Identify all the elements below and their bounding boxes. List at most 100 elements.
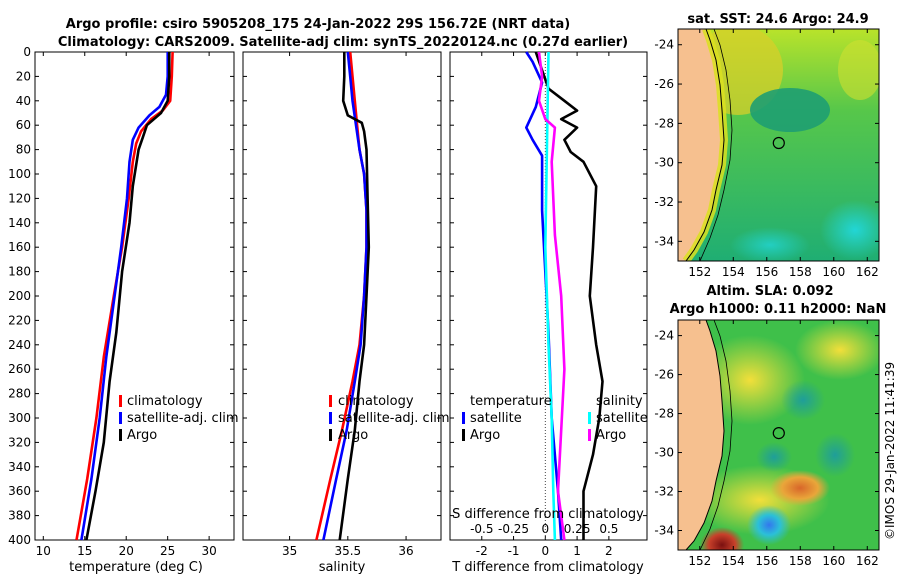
sst-shelf-contour — [699, 29, 733, 261]
y-tick-label: -32 — [654, 485, 674, 499]
x-tick-label: 0 — [542, 544, 550, 558]
sst-axes-box — [677, 28, 880, 262]
difference-lines — [524, 51, 604, 541]
y-tick-label: -30 — [654, 446, 674, 460]
x-tick-label: 30 — [201, 544, 216, 558]
series-argo — [338, 52, 371, 541]
sla-low-patch — [756, 442, 792, 472]
difference-axes-box — [449, 51, 648, 541]
legend-argo: Argo — [127, 428, 157, 443]
y-tick-label: -30 — [654, 156, 674, 170]
x-tick-label: 35.5 — [334, 544, 361, 558]
difference-xlabel: T difference from climatology — [451, 560, 644, 575]
sst-cool-patch — [750, 88, 830, 132]
x-tick-label: 158 — [789, 265, 812, 279]
sst-cold-patch — [730, 227, 810, 261]
legend-swatch-satellite-adj — [329, 412, 332, 424]
s-tick-label: -0.25 — [498, 522, 529, 536]
legend-salinity-title: salinity — [596, 394, 643, 409]
sla-warm-patch — [700, 527, 744, 550]
y-tick-label: 200 — [8, 289, 31, 303]
y-tick-label: 20 — [16, 69, 31, 83]
salinity-axes-box — [242, 51, 442, 541]
sla-map: Altim. SLA: 0.092 Argo h1000: 0.11 h2000… — [654, 284, 886, 568]
y-tick-label: -24 — [654, 329, 674, 343]
y-tick-label: -32 — [654, 195, 674, 209]
sla-ticks: 152 154 156 158 160 162 -24 -26 -28 -30 -32 -34 — [654, 320, 879, 568]
salinity-xlabel: salinity — [319, 560, 366, 575]
difference-xlabel-2: S difference from climatology — [452, 507, 644, 522]
salinity-y-ticks — [243, 51, 441, 541]
y-tick-label: 240 — [8, 338, 31, 352]
legend-climatology: climatology — [127, 394, 203, 409]
sla-low-patch — [747, 505, 791, 545]
salinity-legend: climatology satellite-adj. clim Argo — [329, 394, 450, 443]
sla-field — [678, 320, 879, 550]
sst-cold-patch — [820, 200, 879, 260]
y-tick-label: -34 — [654, 524, 674, 538]
x-tick-label: 152 — [688, 265, 711, 279]
sst-map-title: sat. SST: 24.6 Argo: 24.9 — [687, 12, 868, 27]
temperature-axes-box — [34, 51, 235, 541]
temperature-panel: 0 20 40 60 80 100 120 140 160 180 200 220 240 260 280 3… — [8, 45, 239, 575]
sst-coastline — [685, 29, 725, 261]
y-tick-label: -34 — [654, 234, 674, 248]
difference-legend: temperature satellite Argo salinity sate… — [462, 394, 648, 443]
sst-argo-marker — [772, 136, 785, 150]
y-tick-label: 160 — [8, 240, 31, 254]
x-tick-label: 2 — [605, 544, 613, 558]
y-tick-label: 360 — [8, 484, 31, 498]
legend-swatch-t-argo — [462, 429, 465, 441]
salinity-lines — [315, 51, 371, 541]
sla-high-patch — [795, 320, 879, 380]
difference-panel: -2 -1 0 1 2 -0.5 -0.25 0 0.25 0.5 T difference f… — [449, 51, 648, 575]
series-satellite-adj-clim — [80, 52, 169, 541]
legend-swatch-s-satellite — [588, 412, 591, 424]
sla-shelf-contour — [699, 320, 733, 550]
sst-map: sat. SST: 24.6 Argo: 24.9 152 154 156 158 16… — [654, 12, 880, 279]
sla-coastline — [685, 320, 725, 550]
salinity-panel: 35 35.5 36 salinity climatology satellite-… — [242, 51, 450, 575]
legend-t-satellite: satellite — [470, 411, 522, 426]
y-tick-label: 180 — [8, 265, 31, 279]
y-tick-label: 220 — [8, 313, 31, 327]
x-tick-label: 160 — [822, 554, 845, 568]
y-tick-label: -28 — [654, 407, 674, 421]
y-tick-label: -26 — [654, 368, 674, 382]
sla-map-subtitle: Argo h1000: 0.11 h2000: NaN — [670, 302, 887, 317]
x-tick-label: 160 — [822, 265, 845, 279]
series-s-satellite — [543, 51, 557, 541]
s-tick-label: -0.5 — [470, 522, 493, 536]
temperature-xlabel: temperature (deg C) — [69, 560, 203, 575]
x-tick-label: 162 — [856, 554, 879, 568]
y-tick-label: 120 — [8, 191, 31, 205]
legend-swatch-climatology — [119, 395, 122, 407]
x-tick-label: -1 — [508, 544, 520, 558]
difference-y-ticks — [450, 51, 647, 541]
legend-s-argo: Argo — [596, 428, 626, 443]
legend-satellite-adj: satellite-adj. clim — [127, 411, 239, 426]
y-tick-label: -26 — [654, 77, 674, 91]
sla-argo-marker — [772, 427, 785, 440]
y-tick-label: 260 — [8, 362, 31, 376]
y-tick-label: -28 — [654, 116, 674, 130]
y-tick-label: 0 — [23, 45, 31, 59]
x-tick-label: 36 — [398, 544, 413, 558]
sla-map-title: Altim. SLA: 0.092 — [707, 284, 834, 299]
series-argo — [85, 52, 171, 541]
legend-swatch-s-argo — [588, 429, 591, 441]
legend-swatch-satellite-adj — [119, 412, 122, 424]
s-tick-label: 0.25 — [564, 522, 591, 536]
legend-temperature-title: temperature — [470, 394, 552, 409]
legend-t-argo: Argo — [470, 428, 500, 443]
sla-axes-box — [677, 319, 880, 551]
y-tick-label: 140 — [8, 216, 31, 230]
y-tick-label: 100 — [8, 167, 31, 181]
series-t-argo — [534, 51, 604, 540]
series-satellite-adj-clim — [322, 51, 368, 541]
y-tick-label: 300 — [8, 411, 31, 425]
series-s-argo — [537, 51, 566, 541]
y-tick-label: 400 — [8, 533, 31, 547]
x-tick-label: 35 — [282, 544, 297, 558]
